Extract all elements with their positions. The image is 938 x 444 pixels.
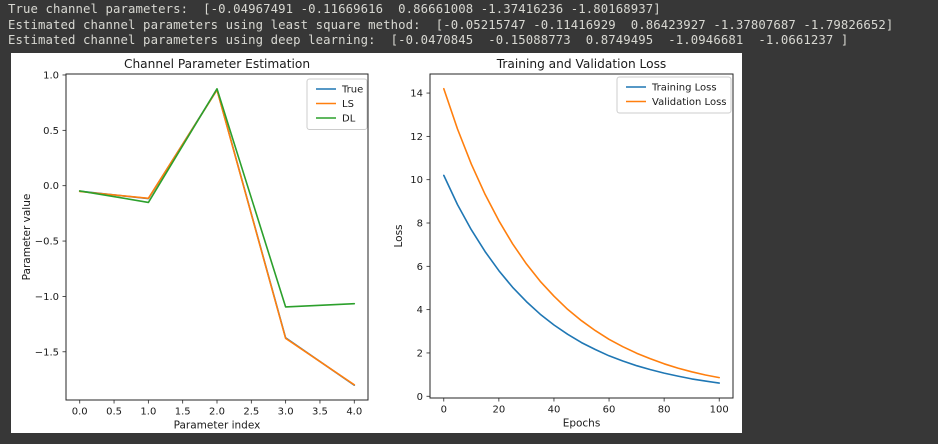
- y-tick-label: 8: [417, 219, 423, 230]
- legend-label: LS: [342, 99, 354, 110]
- x-tick-label: 40: [548, 405, 561, 416]
- y-tick-label: 14: [410, 89, 423, 100]
- x-tick-label: 3.5: [312, 407, 328, 418]
- matplotlib-figure: 0.0 0.5 1.0 1.5 2.0 2.5 3.0 3.5 4.0 1.0 0.5 0.0 −0.5…: [11, 53, 742, 433]
- x-axis-label: Epochs: [563, 418, 601, 430]
- terminal-line-dl-params: Estimated channel parameters using deep …: [8, 33, 849, 48]
- x-tick-label: 3.0: [278, 407, 294, 418]
- x-tick-label: 1.0: [140, 407, 156, 418]
- legend-label: Validation Loss: [652, 97, 727, 108]
- x-tick-label: 1.5: [175, 407, 191, 418]
- series-line-ls: [78, 89, 356, 386]
- y-tick-label: −0.5: [35, 237, 59, 248]
- x-tick-label: 2.5: [243, 407, 259, 418]
- chart-title: Training and Validation Loss: [496, 57, 667, 71]
- series-line-true: [78, 88, 356, 387]
- chart-1: 0 20 40 60 80 100 0 2 4 6 8 10 12 14 Training and Vali…: [393, 57, 734, 430]
- y-tick-label: −1.5: [35, 347, 59, 358]
- y-tick-label: 0.5: [43, 126, 59, 137]
- legend-label: True: [341, 85, 363, 96]
- series-line-training-loss: [442, 174, 721, 384]
- x-tick-label: 0.0: [72, 407, 88, 418]
- legend: Training Loss Validation Loss: [616, 76, 732, 114]
- y-tick-label: 1.0: [43, 70, 59, 81]
- terminal-output: True channel parameters: [-0.04967491 -0…: [0, 0, 938, 49]
- x-tick-label: 0.5: [106, 407, 122, 418]
- y-tick-label: 6: [417, 262, 423, 273]
- terminal-line-ls-params: Estimated channel parameters using least…: [8, 17, 894, 32]
- y-tick-label: 12: [410, 132, 423, 143]
- y-axis-label: Parameter value: [21, 194, 33, 281]
- legend: True LS DL: [306, 78, 368, 130]
- y-tick-label: −1.0: [35, 292, 59, 303]
- series-line-dl: [78, 87, 356, 308]
- terminal-line-true-params: True channel parameters: [-0.04967491 -0…: [8, 2, 661, 16]
- x-tick-label: 4.0: [346, 407, 362, 418]
- y-axis-label: Loss: [393, 224, 405, 247]
- x-tick-label: 100: [710, 405, 729, 416]
- legend-label: Training Loss: [651, 83, 717, 94]
- y-tick-label: 0.0: [43, 181, 59, 192]
- chart-0: 0.0 0.5 1.0 1.5 2.0 2.5 3.0 3.5 4.0 1.0 0.5 0.0 −0.5…: [21, 57, 369, 432]
- legend-box: [616, 76, 732, 114]
- legend-box: [306, 78, 368, 130]
- chart-title: Channel Parameter Estimation: [124, 57, 310, 71]
- y-tick-label: 2: [417, 348, 423, 359]
- x-tick-label: 20: [492, 405, 505, 416]
- legend-label: DL: [342, 114, 356, 125]
- series-line-validation-loss: [442, 87, 721, 379]
- y-tick-label: 10: [410, 175, 423, 186]
- y-tick-label: 0: [417, 392, 423, 403]
- x-axis-label: Parameter index: [174, 420, 261, 432]
- x-tick-label: 2.0: [209, 407, 225, 418]
- y-tick-label: 4: [417, 305, 423, 316]
- x-tick-label: 0: [441, 405, 447, 416]
- axes-frame: [429, 73, 734, 399]
- x-tick-label: 60: [603, 405, 616, 416]
- charts-canvas: 0.0 0.5 1.0 1.5 2.0 2.5 3.0 3.5 4.0 1.0 0.5 0.0 −0.5…: [21, 57, 734, 432]
- x-tick-label: 80: [658, 405, 671, 416]
